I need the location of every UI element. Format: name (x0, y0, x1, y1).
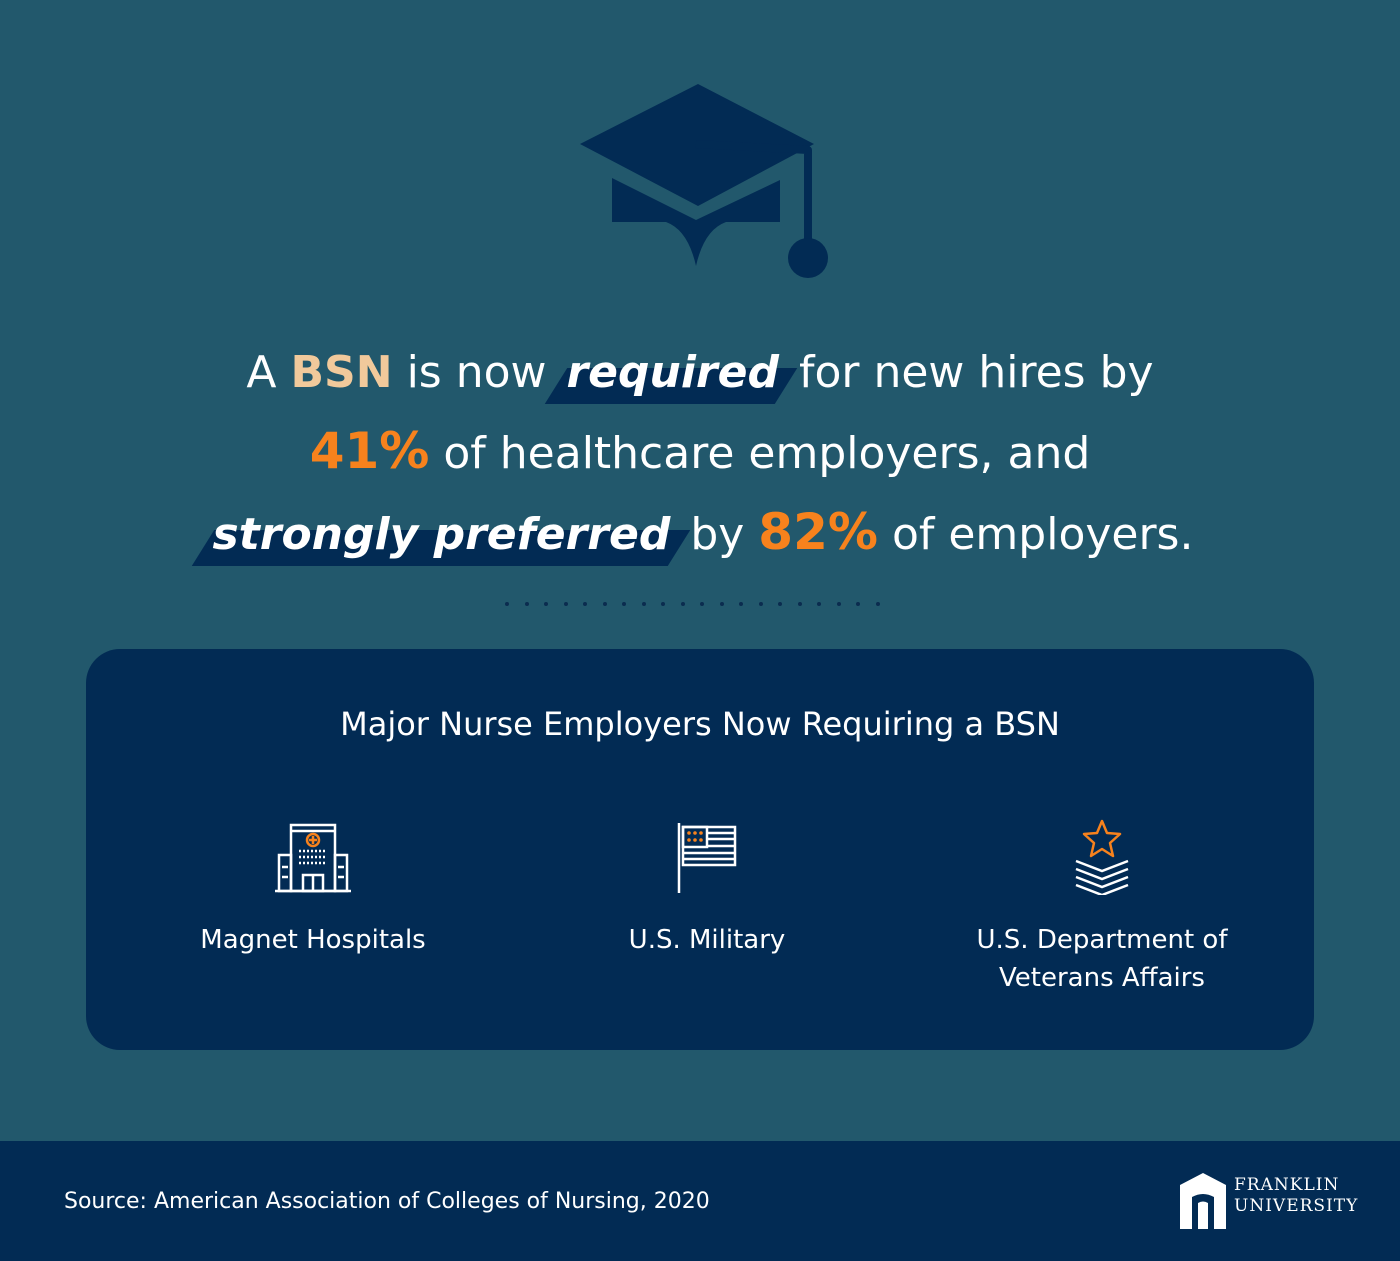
divider-dot (758, 602, 763, 606)
employer-label: U.S. Military (628, 925, 786, 955)
headline-line-1: A BSN is now required for new hires by (0, 334, 1400, 412)
divider-dot (641, 602, 646, 606)
stat-41-percent: 41% (309, 422, 430, 480)
employers-panel: Major Nurse Employers Now Requiring a BS… (86, 649, 1314, 1050)
employer-magnet-hospitals: Magnet Hospitals (113, 819, 513, 959)
divider-dot (797, 602, 802, 606)
divider-dot (622, 602, 627, 606)
divider-dot (778, 602, 783, 606)
franklin-arch-icon (1180, 1173, 1226, 1229)
star-chevron-icon (1075, 819, 1129, 895)
divider-dot (583, 602, 588, 606)
panel-title: Major Nurse Employers Now Requiring a BS… (340, 705, 1060, 743)
divider-dot (817, 602, 822, 606)
headline-text: is now (392, 347, 561, 398)
headline-text: of healthcare employers, and (429, 428, 1091, 479)
headline-line-2: 41% of healthcare employers, and (0, 412, 1400, 493)
divider-dot (524, 602, 529, 606)
logo-line-1: FRANKLIN (1234, 1175, 1340, 1195)
employer-label: Magnet Hospitals (200, 925, 426, 955)
divider-dot (505, 602, 509, 606)
hospital-icon (275, 823, 351, 893)
graduation-cap-icon (580, 84, 828, 278)
divider-dot (544, 602, 549, 606)
flag-icon (677, 823, 737, 893)
stat-82-percent: 82% (758, 503, 878, 561)
headline-text: by (676, 509, 759, 560)
employer-us-military: U.S. Military (507, 819, 907, 959)
divider-dot (680, 602, 685, 606)
dotted-divider (505, 602, 880, 608)
employer-label-line-2: Veterans Affairs (999, 963, 1205, 993)
divider-dot (602, 602, 607, 606)
required-highlight: required (560, 334, 784, 412)
divider-dot (836, 602, 841, 606)
strongly-preferred-highlight: strongly preferred (207, 496, 677, 574)
divider-dot (700, 602, 705, 606)
employer-veterans-affairs: U.S. Department of Veterans Affairs (902, 819, 1302, 997)
divider-dot (739, 602, 744, 606)
headline: A BSN is now required for new hires by 4… (0, 334, 1400, 574)
logo-wordmark: FRANKLIN UNIVERSITY (1234, 1175, 1358, 1217)
employer-label-line-1: U.S. Department of (976, 925, 1228, 955)
divider-dot (856, 602, 861, 606)
divider-dot (563, 602, 568, 606)
employer-label: U.S. Department of Veterans Affairs (902, 921, 1302, 997)
divider-dot (661, 602, 666, 606)
headline-line-3: strongly preferred by 82% of employers. (0, 493, 1400, 574)
headline-text: of employers. (877, 509, 1194, 560)
headline-text: for new hires by (784, 347, 1154, 398)
source-citation: Source: American Association of Colleges… (64, 1189, 710, 1214)
bsn-highlight: BSN (290, 347, 393, 398)
divider-dot (875, 602, 880, 606)
franklin-university-logo: FRANKLIN UNIVERSITY (1178, 1171, 1358, 1233)
divider-dot (719, 602, 724, 606)
logo-line-2: UNIVERSITY (1234, 1196, 1359, 1216)
footer: Source: American Association of Colleges… (0, 1141, 1400, 1261)
headline-text: A (246, 347, 291, 398)
